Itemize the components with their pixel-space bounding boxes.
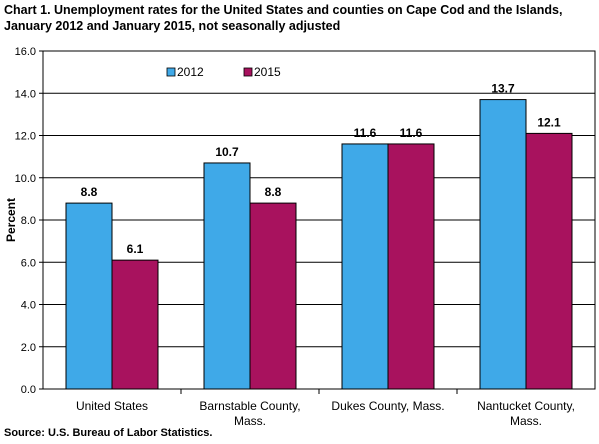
legend-label-2015: 2015 <box>254 65 281 79</box>
bar-2015-1 <box>249 202 297 390</box>
chart-title-line-1: Chart 1. Unemployment rates for the Unit… <box>4 3 563 17</box>
y-tick-label: 14.0 <box>15 88 36 100</box>
bar-2015-3 <box>525 132 573 390</box>
bar-2012-3 <box>479 99 527 390</box>
data-label-2012-0: 8.8 <box>81 185 98 199</box>
bar-2012-0 <box>65 202 113 390</box>
y-tick-label: 6.0 <box>21 257 36 269</box>
x-tick-label: Mass. <box>234 414 266 428</box>
source-note: Source: U.S. Bureau of Labor Statistics. <box>4 427 213 439</box>
y-tick-label: 12.0 <box>15 131 36 143</box>
y-tick-label: 4.0 <box>21 300 36 312</box>
bar-2015-0 <box>111 259 159 390</box>
y-tick-label: 16.0 <box>15 46 36 58</box>
y-tick-label: 10.0 <box>15 173 36 185</box>
legend-swatch-2015 <box>243 67 253 77</box>
data-label-2015-2: 11.6 <box>400 126 423 140</box>
data-label-2012-1: 10.7 <box>215 145 239 159</box>
x-tick-label: Mass. <box>510 414 542 428</box>
y-tick-label: 2.0 <box>21 342 36 354</box>
data-label-2012-3: 13.7 <box>491 82 515 96</box>
data-label-2015-0: 6.1 <box>127 242 144 256</box>
chart-title-line-2: January 2012 and January 2015, not seaso… <box>4 19 341 33</box>
y-tick-label: 0.0 <box>21 384 36 396</box>
x-tick-label: Nantucket County, <box>477 399 575 413</box>
y-axis-label: Percent <box>4 198 18 242</box>
legend-swatch-2012 <box>166 67 176 77</box>
data-label-2015-1: 8.8 <box>265 185 282 199</box>
data-label-2015-3: 12.1 <box>537 115 561 129</box>
x-tick-label: Dukes County, Mass. <box>331 399 444 413</box>
y-tick-label: 8.0 <box>21 215 36 227</box>
data-label-2012-2: 11.6 <box>354 126 377 140</box>
bar-2012-2 <box>341 143 389 390</box>
x-tick-label: Barnstable County, <box>199 399 300 413</box>
bar-2015-2 <box>387 143 435 390</box>
bar-2012-1 <box>203 162 251 390</box>
chart-title: Chart 1. Unemployment rates for the Unit… <box>4 2 596 34</box>
x-tick-label: United States <box>76 399 148 413</box>
legend-label-2012: 2012 <box>177 65 204 79</box>
